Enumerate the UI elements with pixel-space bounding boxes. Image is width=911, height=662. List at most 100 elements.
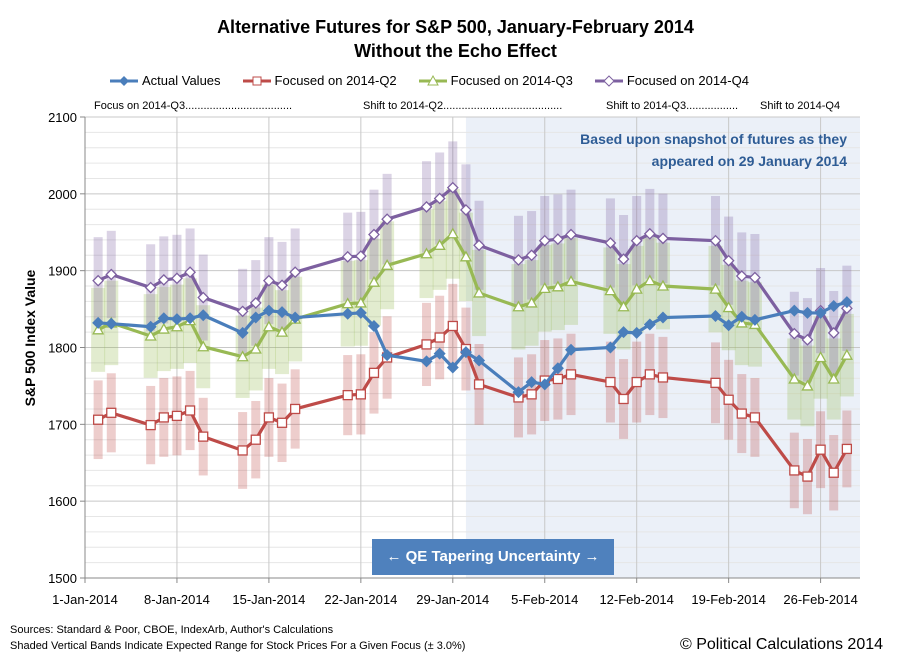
data-point xyxy=(722,319,735,332)
data-point xyxy=(381,213,394,226)
data-point xyxy=(788,327,801,340)
data-point xyxy=(802,471,813,482)
data-point xyxy=(617,300,630,312)
x-tick-label: 8-Jan-2014 xyxy=(144,592,210,607)
data-point xyxy=(525,296,538,308)
data-point xyxy=(473,379,485,390)
data-point xyxy=(736,408,747,419)
data-point xyxy=(657,372,669,383)
data-point xyxy=(237,445,248,456)
data-point xyxy=(735,270,748,282)
data-point xyxy=(276,417,288,428)
data-point xyxy=(158,412,169,423)
x-tick-label: 29-Jan-2014 xyxy=(416,592,489,607)
data-point xyxy=(145,419,156,431)
data-point xyxy=(473,239,485,252)
y-tick-label: 1700 xyxy=(48,417,77,432)
series-line xyxy=(98,300,848,395)
bands-note: Shaded Vertical Bands Indicate Expected … xyxy=(10,640,466,652)
data-point xyxy=(604,341,617,354)
focus-label: Shift to 2014-Q3................. xyxy=(606,100,739,112)
y-tick-label: 2100 xyxy=(48,110,77,125)
data-point xyxy=(617,253,630,266)
y-tick-label: 1500 xyxy=(48,571,77,586)
data-point xyxy=(565,228,577,241)
legend-label: Focused on 2014-Q2 xyxy=(274,73,397,88)
data-point xyxy=(460,204,472,216)
data-point xyxy=(157,322,170,334)
subtitle-line: Without the Echo Effect xyxy=(354,41,557,61)
data-point xyxy=(538,378,551,391)
data-point xyxy=(236,305,249,318)
data-point xyxy=(815,444,826,455)
data-point xyxy=(236,326,249,339)
legend-marker-icon xyxy=(242,76,271,85)
data-point xyxy=(605,376,616,388)
data-point xyxy=(644,369,655,380)
data-point xyxy=(170,320,184,332)
data-point xyxy=(840,302,853,315)
data-point xyxy=(421,339,432,350)
snapshot-line: Based upon snapshot of futures as they xyxy=(580,131,847,147)
x-tick-label: 19-Feb-2014 xyxy=(691,592,765,607)
data-point xyxy=(551,280,564,292)
data-point xyxy=(828,467,839,478)
data-point xyxy=(552,373,564,385)
data-point xyxy=(710,377,721,388)
data-point xyxy=(564,275,578,287)
series-line xyxy=(97,231,849,389)
legend-label: Actual Values xyxy=(142,73,221,88)
chart-title: Alternative Futures for S&P 500, January… xyxy=(0,15,911,63)
data-point xyxy=(788,372,801,384)
x-tick-label: 22-Jan-2014 xyxy=(324,592,397,607)
data-point xyxy=(473,354,486,367)
data-point xyxy=(604,237,617,249)
y-axis-label: S&P 500 Index Value xyxy=(22,269,38,407)
data-point xyxy=(748,271,761,284)
data-point xyxy=(631,376,642,388)
legend-marker-icon xyxy=(110,75,138,86)
data-point xyxy=(735,310,748,323)
data-point xyxy=(289,311,302,324)
data-point xyxy=(748,313,761,326)
series-line xyxy=(97,185,849,342)
data-point xyxy=(157,312,170,325)
focus-label: Shift to 2014-Q2........................… xyxy=(363,100,563,112)
data-point xyxy=(92,274,105,287)
data-point xyxy=(525,376,538,389)
data-point xyxy=(342,389,353,401)
data-point xyxy=(565,369,577,380)
data-point xyxy=(446,361,459,374)
data-point xyxy=(446,181,459,194)
data-point xyxy=(144,320,157,333)
data-point xyxy=(171,272,183,285)
data-point xyxy=(617,326,630,339)
data-point xyxy=(171,410,183,422)
data-point xyxy=(184,312,197,325)
x-tick-label: 12-Feb-2014 xyxy=(599,592,673,607)
title-line: Alternative Futures for S&P 500, January… xyxy=(217,17,694,37)
data-point xyxy=(525,249,538,262)
data-point xyxy=(381,258,394,270)
data-point xyxy=(801,379,814,391)
legend-label: Focused on 2014-Q4 xyxy=(626,73,749,88)
data-point xyxy=(236,350,249,362)
x-tick-label: 5-Feb-2014 xyxy=(511,592,578,607)
snapshot-annotation: Based upon snapshot of futures as they ap… xyxy=(580,128,847,172)
data-point xyxy=(92,323,105,335)
data-point xyxy=(446,227,459,239)
legend-marker-icon xyxy=(594,74,623,87)
data-point xyxy=(630,326,643,339)
data-point xyxy=(354,250,367,262)
data-point xyxy=(290,403,301,415)
data-point xyxy=(709,309,722,322)
data-point xyxy=(565,343,578,356)
data-point xyxy=(354,306,367,319)
data-point xyxy=(144,329,157,341)
data-point xyxy=(512,253,525,266)
data-point xyxy=(367,275,381,287)
data-point xyxy=(840,296,853,309)
x-tick-label: 15-Jan-2014 xyxy=(232,592,305,607)
data-point xyxy=(197,340,210,352)
